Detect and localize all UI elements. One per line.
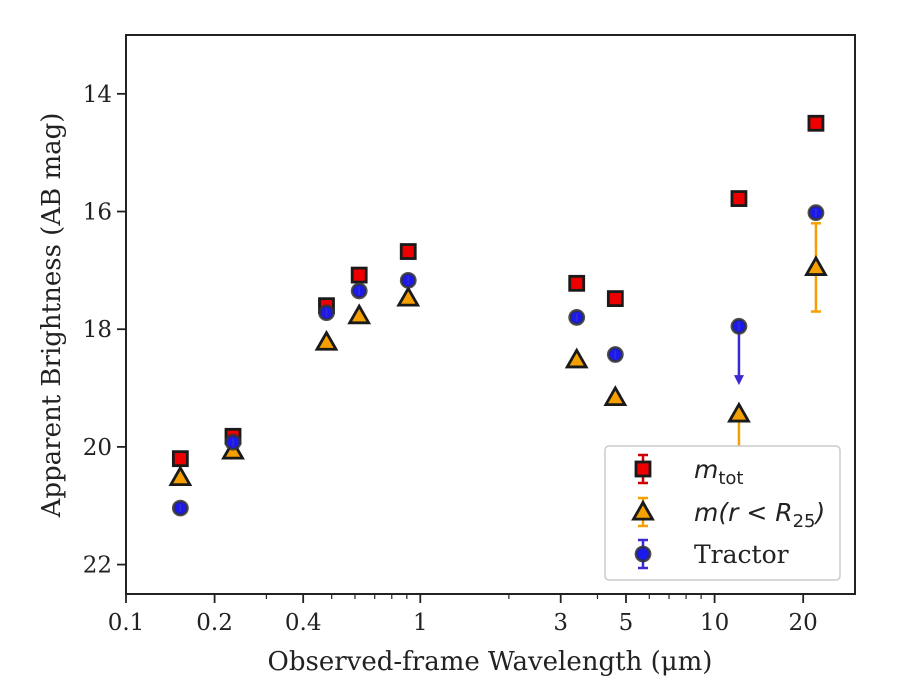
x-tick-label: 0.4 — [285, 610, 322, 636]
legend-marker-mtot — [634, 460, 652, 478]
legend-items: mtot m(r < R25) Tractor — [631, 453, 825, 570]
plot-frame — [125, 34, 856, 595]
y-tick-label: 22 — [83, 553, 112, 579]
x-axis-label: Observed-frame Wavelength (μm) — [268, 647, 713, 677]
data-point-mtot — [568, 274, 586, 292]
data-point-mr25 — [804, 255, 828, 276]
data-point-mtot — [399, 243, 417, 260]
data-point-mr25 — [603, 385, 628, 406]
x-axis-ticks: 0.1 0.2 0.4 1 3 5 10 20 — [108, 594, 818, 636]
data-point-mtot — [730, 190, 748, 207]
y-tick-label: 20 — [83, 435, 112, 461]
x-tick-label: 10 — [700, 610, 729, 636]
y-axis-ticks: 14 16 18 20 22 — [83, 82, 126, 579]
data-point-mr25 — [347, 303, 372, 325]
legend-label-tractor: Tractor — [694, 540, 789, 569]
x-tick-label: 0.1 — [108, 610, 145, 636]
data-point-mtot — [171, 450, 189, 468]
y-tick-label: 14 — [83, 82, 112, 108]
x-tick-label: 5 — [619, 610, 634, 636]
legend-marker-tractor — [634, 545, 652, 563]
data-point-mr25 — [727, 401, 751, 423]
legend-label-mtot: mtot — [694, 455, 744, 489]
y-tick-label: 18 — [83, 317, 112, 343]
x-tick-label: 20 — [789, 610, 818, 636]
x-tick-label: 0.2 — [196, 610, 233, 636]
x-tick-label: 1 — [413, 610, 428, 636]
y-tick-label: 16 — [83, 200, 112, 226]
data-point-mtot — [350, 266, 368, 284]
y-axis-label: Apparent Brightness (AB mag) — [37, 113, 67, 519]
data-point-mr25 — [314, 329, 339, 351]
data-point-mr25 — [564, 347, 589, 369]
data-point-mtot — [807, 114, 825, 132]
data-point-mr25 — [168, 465, 193, 487]
data-point-mtot — [606, 290, 624, 308]
x-tick-label: 3 — [553, 610, 568, 636]
limit-arrow-head — [733, 375, 744, 386]
legend: mtot m(r < R25) Tractor — [604, 445, 841, 581]
legend-box — [604, 445, 841, 581]
data-point-mr25 — [396, 285, 421, 307]
legend-marker-mr25 — [631, 499, 655, 521]
legend-label-mr25: m(r < R25) — [694, 498, 825, 532]
